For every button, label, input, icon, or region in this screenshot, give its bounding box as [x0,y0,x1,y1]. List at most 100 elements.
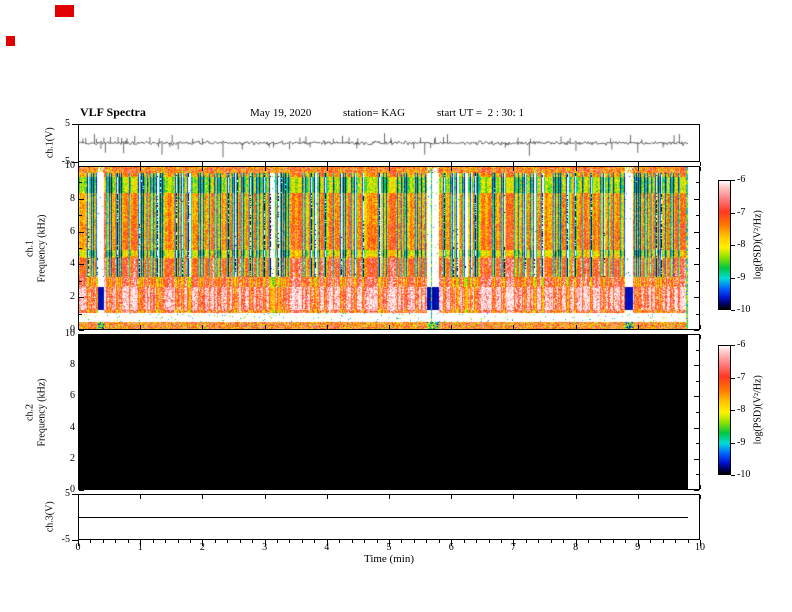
tick-mark [140,540,142,546]
tick-label: 7 [510,542,516,553]
tick-mark [675,540,677,543]
time-axis-label: Time (min) [363,553,414,565]
tick-mark [79,380,82,382]
tick-mark [476,540,478,543]
tick-mark [72,124,78,125]
tick-mark [696,313,699,315]
tick-label: 0 [70,484,75,495]
tick-label: 9 [635,542,641,553]
tick-mark [389,162,390,166]
tick-mark [731,377,735,379]
colorbar-ch2-label: log(PSD)(V²/Hz) [752,375,764,445]
tick-mark [239,540,241,543]
tick-mark [700,162,701,166]
tick-label: -8 [737,404,746,415]
tick-mark [389,325,390,329]
tick-mark [513,335,515,339]
ch2-no-signal-fill [79,335,688,489]
tick-label: -9 [737,436,746,448]
tick-mark [389,485,390,489]
tick-mark [696,474,699,476]
tick-mark [588,540,590,543]
tick-mark [115,540,117,543]
tick-mark [264,335,266,339]
tick-label: -6 [737,174,746,185]
tick-mark [102,540,104,543]
tick-mark [127,540,129,543]
tick-label: 8 [70,192,75,204]
tick-mark [202,167,204,171]
tick-mark [694,365,699,367]
tick-mark [79,427,84,429]
tick-label: 3 [262,542,268,553]
tick-mark [637,540,639,546]
tick-mark [696,412,699,413]
tick-mark [140,485,142,489]
tick-mark [339,540,341,543]
tick-mark [79,297,84,299]
tick-label: -10 [737,304,751,315]
tick-label: 6 [70,225,75,237]
tick-label: -7 [737,206,746,218]
figure-title: VLF Spectra [80,105,146,119]
tick-mark [79,396,84,398]
tick-mark [696,380,699,382]
tick-mark [140,335,142,339]
tick-mark [326,325,328,329]
tick-mark [79,280,82,282]
tick-mark [189,540,191,543]
ch1-spectrogram-image [79,167,699,329]
tick-mark [78,167,79,171]
ch1-volt-axis-label: ch.1(V) [44,123,56,163]
tick-mark [202,325,204,329]
tick-label: -9 [737,271,746,283]
tick-mark [351,540,353,543]
tick-mark [202,540,204,546]
tick-mark [78,485,79,489]
tick-mark [79,490,84,491]
tick-mark [731,345,735,346]
red-artifact-mark [6,36,15,46]
tick-mark [575,325,577,329]
tick-mark [637,325,639,329]
tick-label: 8 [573,542,579,553]
tick-mark [79,264,84,266]
tick-label: 2 [70,452,75,464]
tick-label: 6 [448,542,454,553]
tick-mark [389,495,390,499]
colorbar-gradient [719,181,730,309]
tick-mark [637,335,639,339]
tick-mark [79,474,82,476]
colorbar-ch1 [718,180,731,310]
tick-mark [463,540,465,543]
colorbar-ch1-label: log(PSD)(V²/Hz) [752,210,764,280]
ch1-spectrogram-panel [78,166,700,330]
tick-mark [72,540,78,541]
tick-mark [227,540,229,543]
tick-mark [700,335,701,339]
tick-mark [264,162,266,166]
ch1-waveform-panel [78,124,700,162]
tick-mark [687,540,689,543]
tick-label: 4 [70,421,75,433]
tick-mark [700,485,701,489]
tick-mark [79,313,82,315]
tick-mark [326,167,328,171]
tick-mark [694,166,699,167]
tick-label: 6 [70,390,75,402]
tick-mark [696,349,699,351]
tick-mark [731,212,735,214]
tick-mark [376,540,378,543]
tick-label: -5 [61,156,70,167]
ch3-volt-axis-label: ch.3(V) [44,497,56,537]
tick-mark [202,162,204,166]
tick-mark [696,280,699,282]
tick-label: 2 [70,291,75,303]
tick-label: -5 [61,534,70,545]
tick-mark [696,182,699,184]
tick-mark [731,475,735,476]
axis-label-line: Frequency (kHz) [36,214,47,283]
tick-label: 4 [324,542,330,553]
tick-mark [364,540,366,543]
tick-mark [79,458,84,460]
